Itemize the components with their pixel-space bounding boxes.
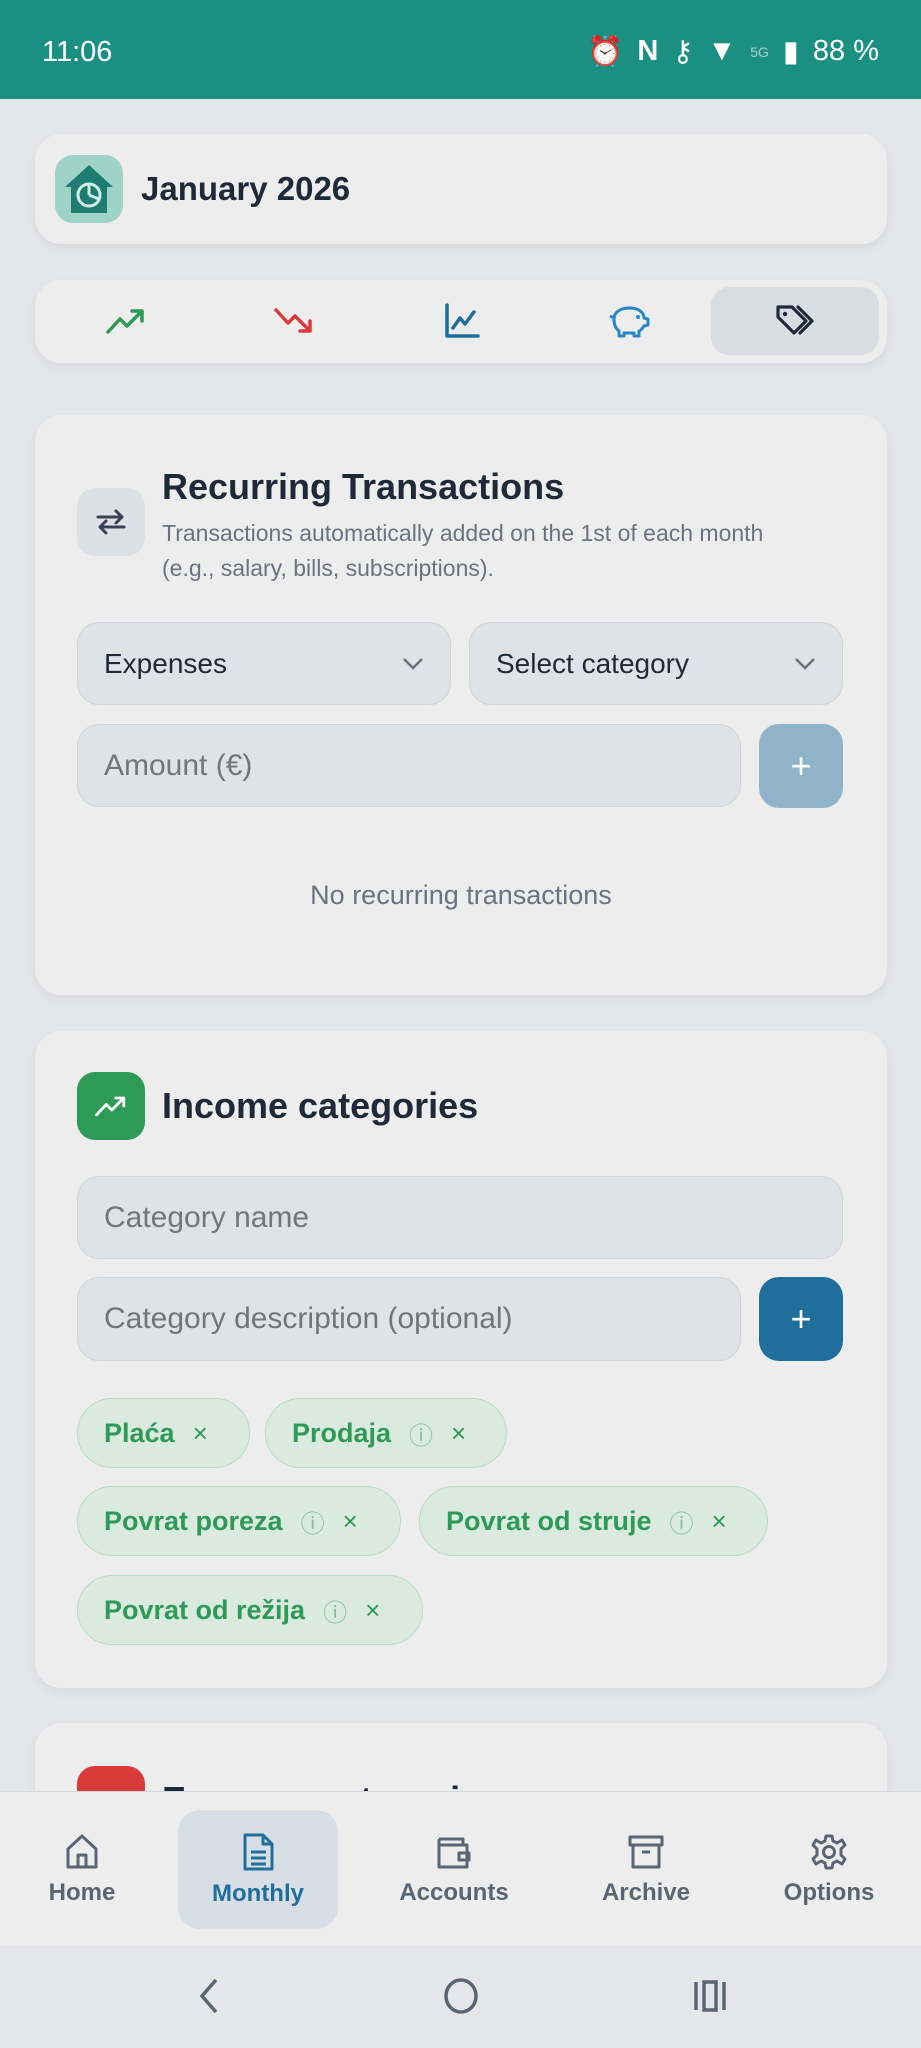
category-select-value: Select category [496,647,689,679]
recurring-card [35,415,887,995]
recents-icon[interactable] [692,1976,728,2016]
type-select-value: Expenses [104,647,227,679]
add-recurring-button[interactable]: + [759,724,843,808]
trending-up-icon [106,309,144,334]
battery-icon: ▮ [782,36,799,68]
trending-down-icon [274,308,312,333]
category-chip[interactable]: Povrat od režija ⓘ × [77,1575,423,1645]
type-select[interactable]: Expenses [77,622,451,705]
nav-accounts[interactable]: Accounts [374,1810,534,1929]
archive-icon [628,1835,664,1868]
tab-income[interactable] [42,287,210,355]
repeat-icon [77,488,145,556]
chip-label: Povrat od struje [446,1505,652,1536]
document-icon [243,1833,274,1870]
category-name-input[interactable] [77,1176,843,1259]
chip-label: Povrat poreza [104,1505,283,1536]
trending-up-icon [77,1072,145,1140]
category-description-input[interactable] [77,1277,741,1361]
line-chart-icon [445,303,480,338]
tab-expenses[interactable] [210,287,378,355]
nav-label: Home [48,1878,116,1906]
category-chip[interactable]: Prodaja ⓘ × [265,1398,507,1468]
close-icon[interactable]: × [451,1417,467,1448]
chevron-down-icon [403,657,423,670]
signal-icon: 5G [750,43,769,60]
close-icon[interactable]: × [711,1505,727,1536]
empty-state: No recurring transactions [310,880,612,910]
chevron-down-icon [795,657,815,670]
tab-savings[interactable] [545,287,713,355]
info-icon[interactable]: ⓘ [300,1510,325,1538]
nfc-icon: N [637,35,659,67]
home-icon [66,1834,98,1868]
plus-icon: + [790,1298,812,1339]
month-title: January 2026 [141,170,351,207]
alarm-icon: ⏰ [587,35,624,68]
piggy-bank-icon [609,306,650,338]
amount-input[interactable] [77,724,741,807]
category-chip[interactable]: Plaća × [77,1398,250,1468]
recurring-subtitle-2: (e.g., salary, bills, subscriptions). [162,555,494,581]
tags-icon [776,305,814,335]
category-chip[interactable]: Povrat od struje ⓘ × [419,1486,768,1556]
status-time: 11:06 [42,36,113,68]
key-icon: ⚷ [672,36,694,68]
nav-label: Accounts [399,1878,509,1906]
month-header: January 2026 [35,134,887,244]
plus-icon: + [790,745,812,786]
close-icon[interactable]: × [192,1417,208,1448]
system-nav-bar [0,1946,921,2048]
chip-label: Prodaja [292,1417,392,1448]
wifi-icon: ▼ [707,35,737,67]
home-circle-icon[interactable] [442,1976,480,2016]
nav-label: Options [783,1878,875,1906]
wallet-icon [437,1837,471,1868]
nav-home[interactable]: Home [2,1810,162,1929]
nav-label: Monthly [212,1879,304,1907]
recurring-title: Recurring Transactions [162,466,565,507]
chip-label: Plaća [104,1417,175,1448]
income-title: Income categories [162,1085,479,1126]
nav-monthly[interactable]: Monthly [178,1810,338,1929]
info-icon[interactable]: ⓘ [409,1422,434,1450]
category-select[interactable]: Select category [469,622,843,705]
chip-label: Povrat od režija [104,1594,306,1625]
category-chip[interactable]: Povrat poreza ⓘ × [77,1486,401,1556]
bottom-nav: Home Monthly Accounts Archive Options [0,1791,921,1946]
nav-options[interactable]: Options [749,1810,909,1929]
battery-level: 88 % [812,35,879,67]
info-icon[interactable]: ⓘ [669,1510,694,1538]
close-icon[interactable]: × [342,1505,358,1536]
add-category-button[interactable]: + [759,1277,843,1361]
tab-categories[interactable] [711,287,879,355]
info-icon[interactable]: ⓘ [323,1599,348,1627]
recurring-subtitle-1: Transactions automatically added on the … [162,520,764,546]
status-icons: ⏰ N ⚷ ▼ 5G ▮ 88 % [587,34,879,69]
status-bar: 11:06 ⏰ N ⚷ ▼ 5G ▮ 88 % [0,0,921,99]
app-logo [55,155,123,223]
nav-label: Archive [601,1878,691,1906]
back-icon[interactable] [196,1976,220,2016]
nav-archive[interactable]: Archive [566,1810,726,1929]
close-icon[interactable]: × [365,1594,381,1625]
tab-charts[interactable] [378,287,546,355]
gear-icon [811,1834,847,1869]
